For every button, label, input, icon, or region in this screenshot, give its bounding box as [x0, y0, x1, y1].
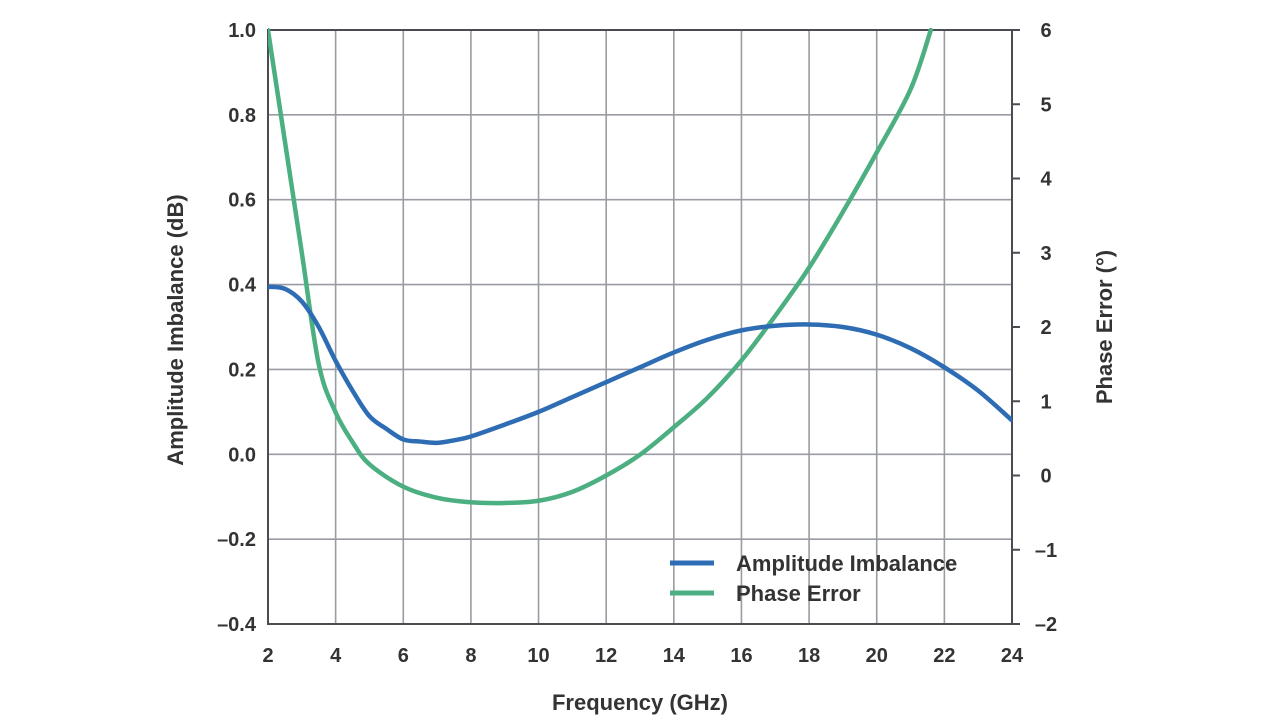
right-y-tick-label: 6 — [1040, 20, 1051, 42]
legend: Amplitude Imbalance Phase Error — [670, 551, 957, 606]
x-tick-label: 18 — [798, 645, 820, 667]
right-y-tick-label: 0 — [1040, 466, 1051, 488]
left-y-axis-ticks: –0.4 –0.2 0.0 0.2 0.4 0.6 0.8 1.0 — [217, 20, 257, 636]
amplitude-imbalance-line — [268, 284, 1012, 446]
plot-border — [267, 29, 1013, 625]
right-y-axis-ticks: –2 –1 0 1 2 3 4 5 6 — [1012, 20, 1057, 636]
plot-frame — [267, 29, 1013, 625]
left-y-tick-label: 0.6 — [228, 190, 256, 212]
x-tick-label: 24 — [1001, 645, 1024, 667]
x-tick-label: 22 — [933, 645, 955, 667]
x-tick-label: 16 — [730, 645, 752, 667]
x-tick-label: 14 — [663, 645, 686, 667]
x-tick-label: 8 — [465, 645, 476, 667]
left-y-axis-title: Amplitude Imbalance (dB) — [163, 194, 188, 465]
right-y-tick-label: –2 — [1035, 614, 1057, 636]
left-y-tick-label: 0.0 — [228, 444, 256, 466]
left-y-tick-label: –0.4 — [217, 614, 257, 636]
left-y-tick-label: 0.4 — [228, 275, 257, 297]
left-y-tick-label: 0.2 — [228, 359, 256, 381]
x-tick-label: 6 — [398, 645, 409, 667]
right-y-tick-label: 1 — [1040, 391, 1051, 413]
right-y-tick-label: –1 — [1035, 540, 1057, 562]
x-tick-label: 2 — [262, 645, 273, 667]
phase-error-line — [268, 28, 934, 506]
x-axis-ticks: 2 4 6 8 10 12 14 16 18 20 22 24 — [262, 645, 1024, 667]
right-y-tick-label: 2 — [1040, 317, 1051, 339]
right-y-tick-label: 4 — [1040, 169, 1052, 191]
legend-label-phase-error: Phase Error — [736, 581, 861, 606]
x-axis-title: Frequency (GHz) — [552, 690, 728, 715]
left-y-tick-label: 0.8 — [228, 105, 256, 127]
left-y-tick-label: –0.2 — [217, 529, 256, 551]
series-layer — [268, 28, 1012, 506]
x-tick-label: 20 — [866, 645, 888, 667]
right-y-tick-label: 3 — [1040, 243, 1051, 265]
right-y-axis-title: Phase Error (°) — [1092, 250, 1117, 404]
grid — [267, 29, 1013, 625]
x-tick-label: 10 — [527, 645, 549, 667]
legend-label-amplitude-imbalance: Amplitude Imbalance — [736, 551, 957, 576]
left-y-tick-label: 1.0 — [228, 20, 256, 42]
right-y-tick-label: 5 — [1040, 94, 1051, 116]
x-tick-label: 12 — [595, 645, 617, 667]
x-tick-label: 4 — [330, 645, 342, 667]
